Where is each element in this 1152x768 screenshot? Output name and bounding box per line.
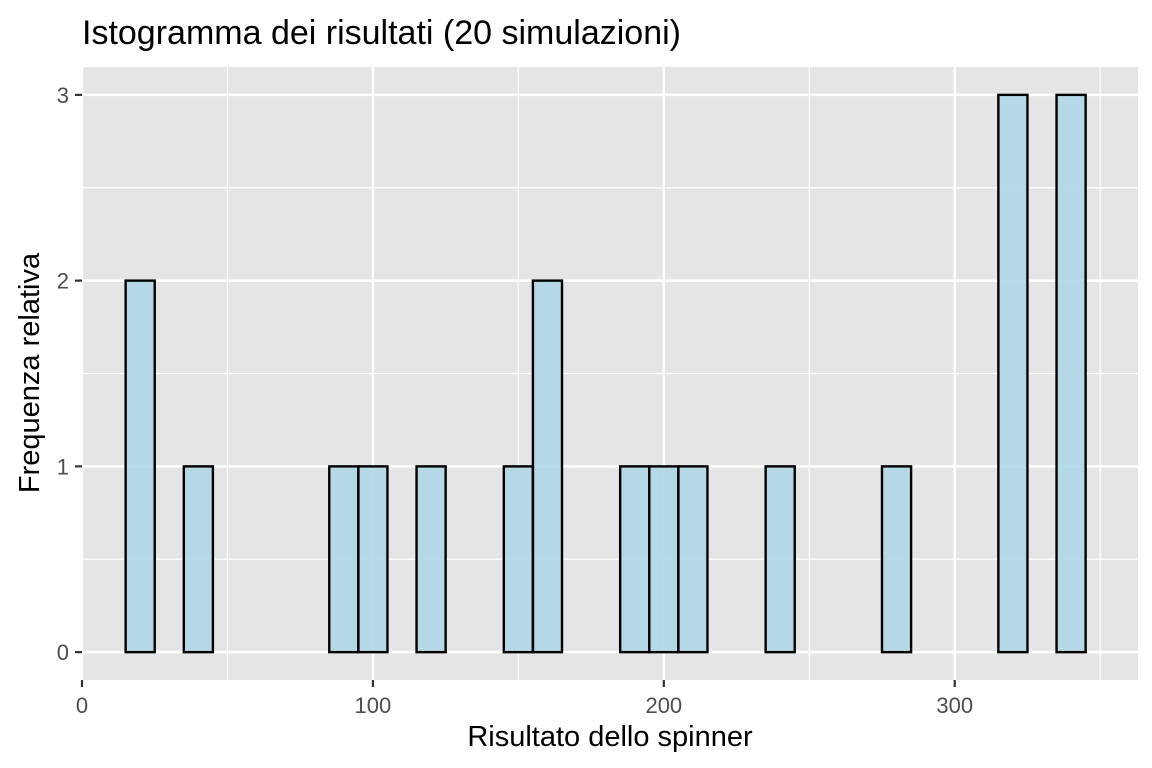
y-tick-label: 2 [57,269,69,294]
chart-title: Istogramma dei risultati (20 simulazioni… [82,14,681,52]
histogram-bar [503,466,533,653]
histogram-bar [765,466,795,653]
x-tick-label: 300 [936,693,973,718]
histogram-bar [1056,94,1086,653]
histogram-bar-outline [764,465,796,654]
histogram-bar-outline [182,465,215,654]
histogram-bar [882,466,912,653]
histogram-bar-outline [677,465,709,654]
histogram-bar [125,280,155,653]
x-axis-tick-labels: 0 100 200 300 [76,693,973,718]
y-tick-label: 3 [57,83,69,108]
x-tick-label: 0 [76,693,88,718]
grid-minor [82,67,1138,680]
x-axis-title: Risultato dello spinner [467,721,753,753]
axis-ticks [75,93,956,687]
y-tick-label: 1 [57,454,69,479]
histogram-bar [416,466,446,653]
histogram-outline [124,93,1087,654]
histogram-bar-outline [880,465,913,654]
y-axis-title: Frequenza relativa [14,252,46,493]
histogram-bar-outline [531,279,564,654]
histogram-bar-outline [357,465,389,654]
histogram-bar [678,466,708,653]
histogram-bar [183,466,213,653]
x-tick-label: 200 [645,693,682,718]
y-tick-label: 0 [57,640,69,665]
histogram-bar [998,94,1028,653]
histogram-bars [125,94,1086,653]
histogram-bar [358,466,388,653]
histogram-bar [620,466,650,653]
histogram-bar [532,280,562,653]
histogram-bar-outline [997,93,1029,654]
x-tick-label: 100 [355,693,392,718]
histogram-bar-outline [1055,93,1087,654]
histogram-bar-outline [124,279,156,654]
histogram-bar [649,466,679,653]
histogram-bar-outline [415,465,447,654]
histogram-bar [329,466,359,653]
y-axis-tick-labels: 0 1 2 3 [57,83,69,665]
